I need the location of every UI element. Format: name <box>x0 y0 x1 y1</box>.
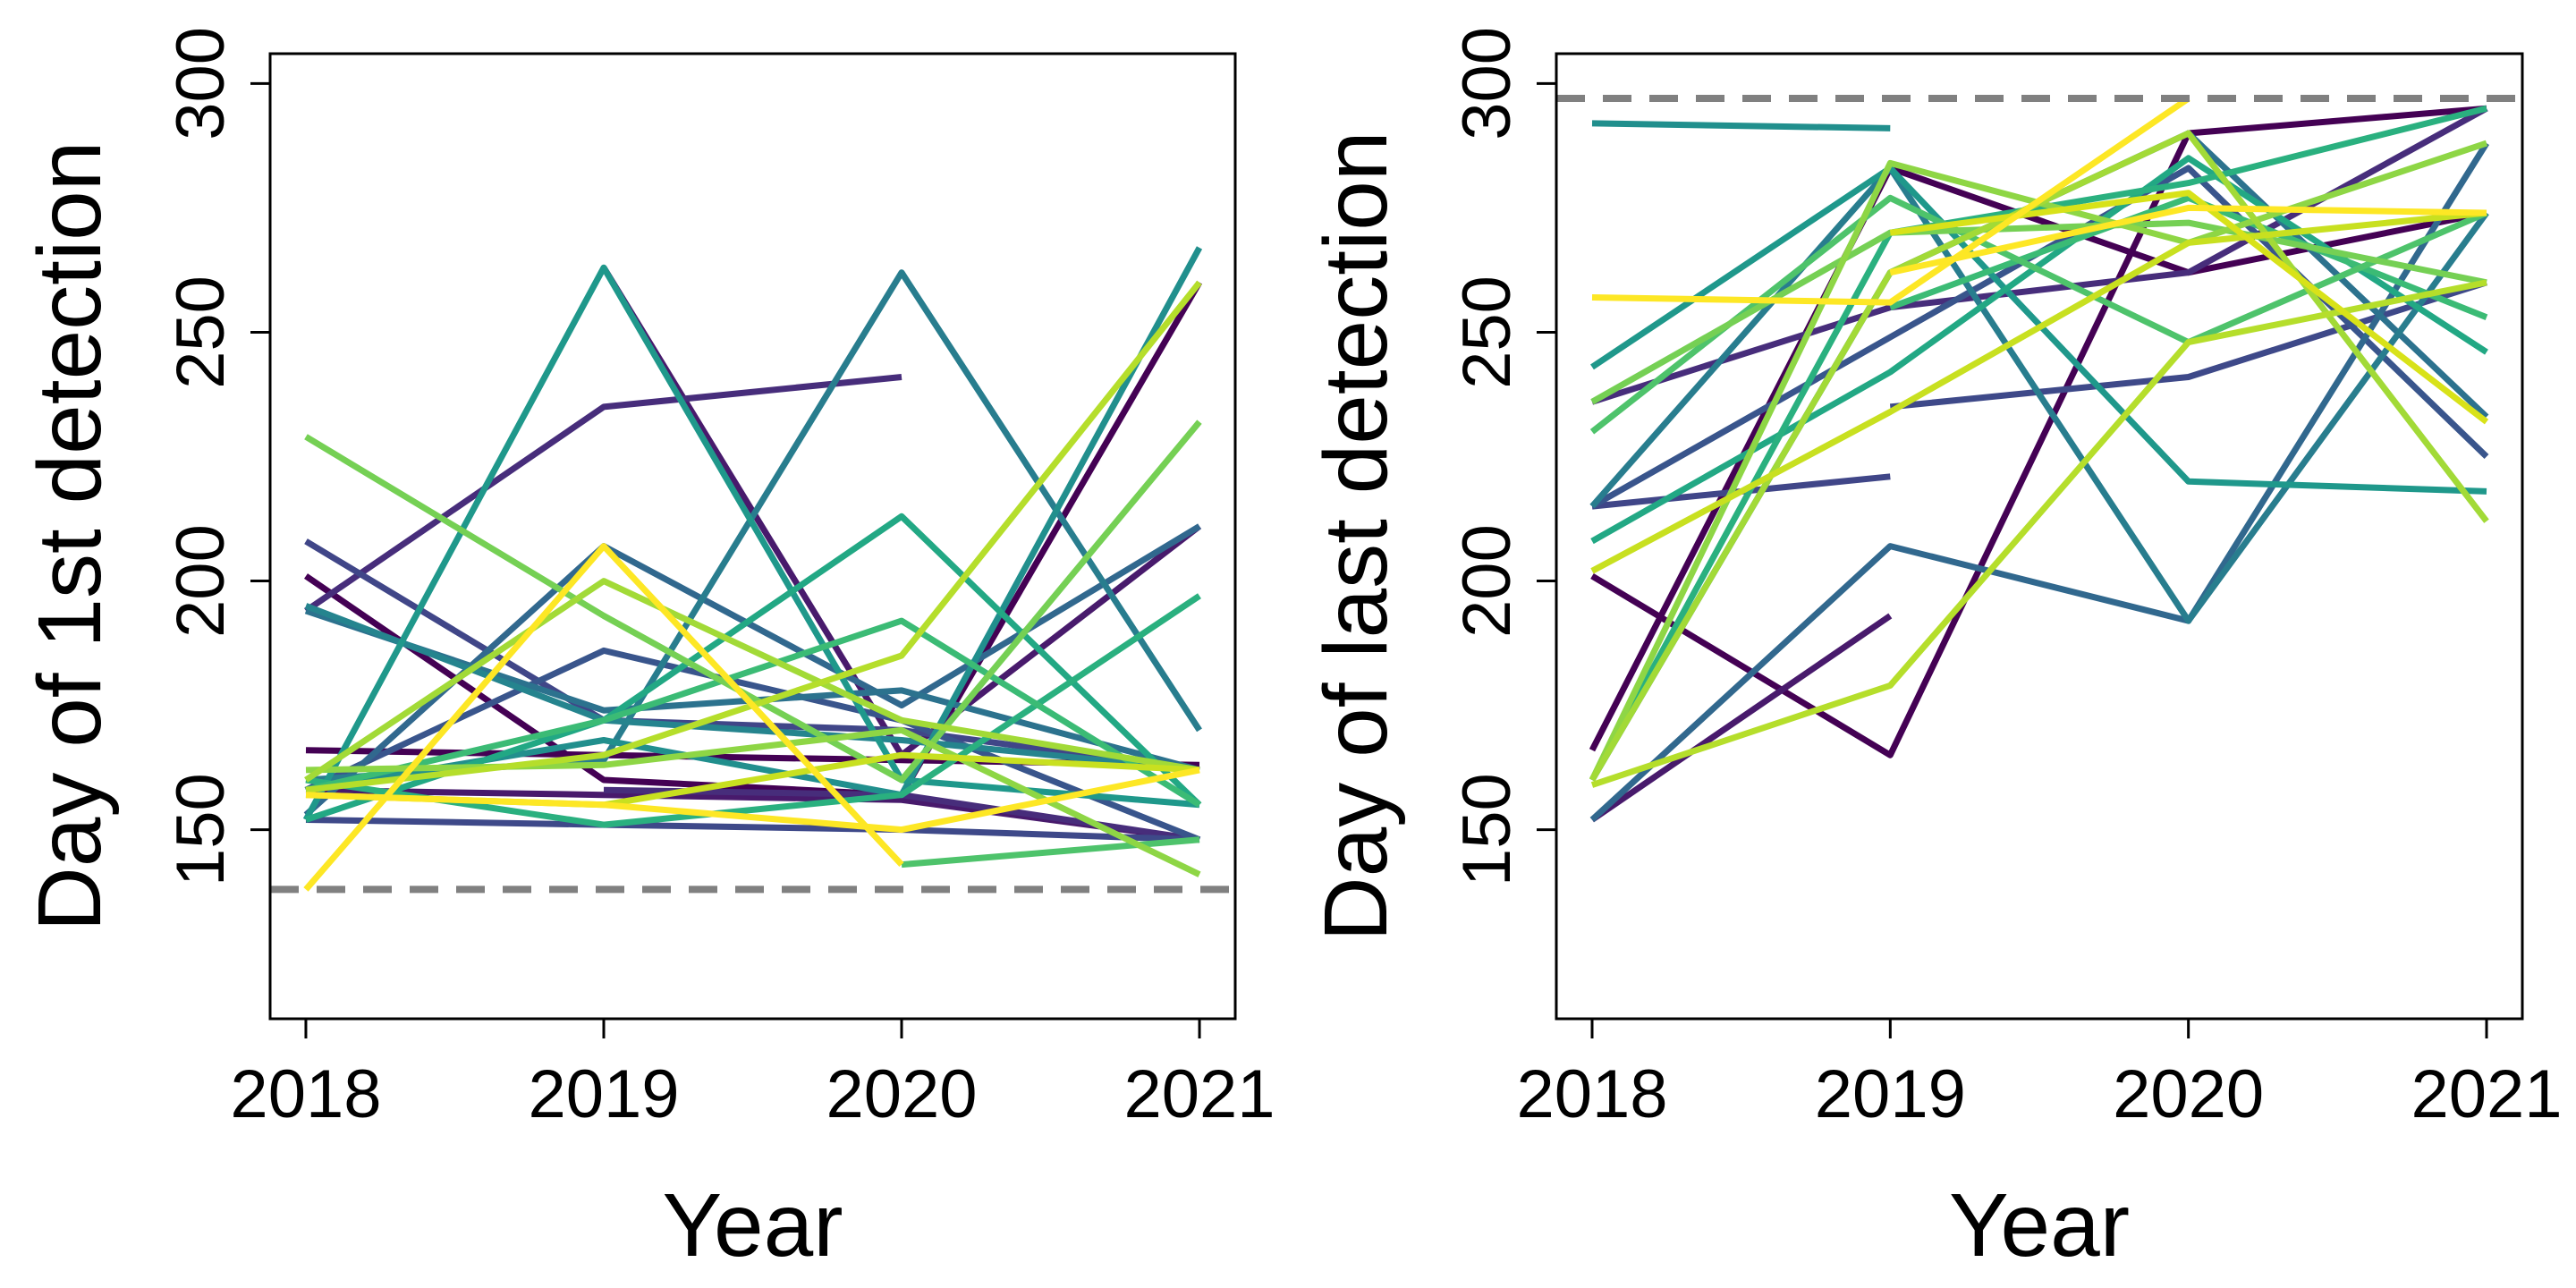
right-series-15-line <box>1889 194 2488 321</box>
left-x-axis: 2018 2019 2020 2021 <box>230 1019 1275 1132</box>
right-y-axis: 150 200 250 300 <box>1449 27 1556 886</box>
right-x-axis: 2018 2019 2020 2021 <box>1516 1019 2563 1132</box>
right-y-tick-label-150: 150 <box>1449 773 1525 886</box>
left-series-15-line <box>302 264 1200 822</box>
left-y-tick-label-250: 250 <box>163 275 239 389</box>
right-x-tick-label-2021: 2021 <box>2411 1056 2562 1132</box>
right-series-11-line <box>1591 120 1891 131</box>
right-series-3-line <box>1590 613 1893 823</box>
right-series-1-line <box>1590 105 2487 758</box>
left-x-tick-label-2021: 2021 <box>1123 1056 1275 1132</box>
left-y-axis-title: Day of 1st detection <box>20 141 120 932</box>
right-x-tick-label-2020: 2020 <box>2113 1056 2264 1132</box>
left-series-18-line <box>305 617 1201 808</box>
left-series-2-line <box>304 281 1203 799</box>
left-series-19-line <box>901 836 1200 869</box>
left-panel: 150 200 250 300 2018 2019 2020 2021 Year Day o… <box>20 27 1275 1275</box>
right-series-20-line <box>1590 279 2487 788</box>
left-x-tick-label-2019: 2019 <box>528 1056 679 1132</box>
left-y-tick-label-300: 300 <box>163 27 239 140</box>
left-series-lines <box>302 246 1203 892</box>
right-y-tick-label-250: 250 <box>1449 275 1525 389</box>
left-series-25-line <box>303 543 904 892</box>
left-x-tick-label-2020: 2020 <box>826 1056 977 1132</box>
left-series-26-line <box>305 767 1200 834</box>
right-y-axis-title: Day of last detection <box>1306 131 1406 941</box>
right-x-tick-label-2019: 2019 <box>1815 1056 1966 1132</box>
left-series-22-line <box>304 578 1200 783</box>
right-series-24-line <box>1889 204 2487 276</box>
right-series-8-line <box>1589 141 2489 823</box>
right-series-17-line <box>1590 219 2487 405</box>
right-y-tick-label-300: 300 <box>1449 27 1525 140</box>
left-y-tick-label-150: 150 <box>163 773 239 886</box>
right-series-10-line <box>1589 165 2489 624</box>
left-y-tick-label-200: 200 <box>163 524 239 638</box>
right-x-axis-title: Year <box>1949 1175 2130 1275</box>
left-series-5-line <box>304 374 902 614</box>
left-series-4-line <box>601 266 1202 758</box>
left-series-13-line <box>304 603 1200 774</box>
right-y-tick-label-200: 200 <box>1449 524 1525 638</box>
left-series-7-line <box>304 538 1200 774</box>
right-series-22-line <box>1889 190 2489 425</box>
right-series-21-line <box>1590 209 2487 574</box>
left-series-8-line <box>305 817 1200 843</box>
left-y-axis: 150 200 250 300 <box>163 27 270 886</box>
left-plot-frame <box>268 52 1237 1021</box>
right-series-14-line <box>1589 105 2487 782</box>
left-x-tick-label-2018: 2018 <box>230 1056 381 1132</box>
right-x-tick-label-2018: 2018 <box>1516 1056 1667 1132</box>
right-series-lines <box>1589 96 2489 823</box>
left-x-axis-title: Year <box>662 1175 843 1275</box>
right-plot-frame <box>1555 52 2524 1021</box>
left-series-23-line <box>305 280 1202 793</box>
left-series-20-line <box>304 419 1202 784</box>
right-series-6-line <box>1889 279 2488 411</box>
right-panel: 150 200 250 300 2018 2019 2020 2021 Year Day o… <box>1306 27 2563 1275</box>
right-series-23-line <box>1591 96 2190 306</box>
